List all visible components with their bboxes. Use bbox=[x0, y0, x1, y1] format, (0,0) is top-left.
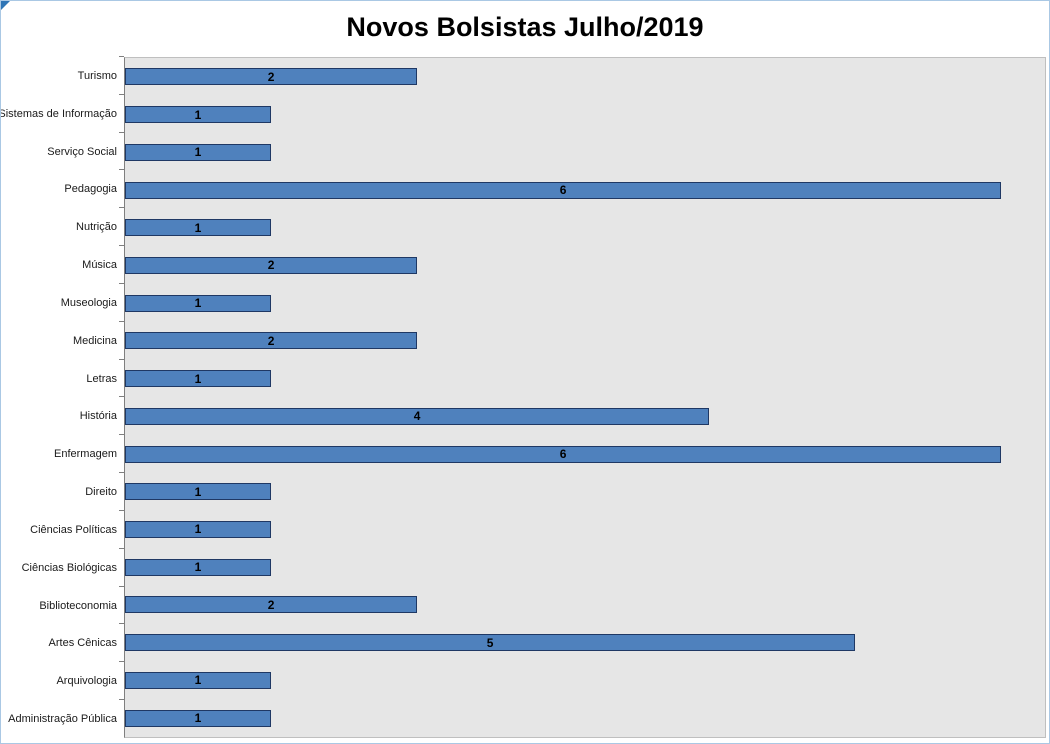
bar-value-label: 1 bbox=[194, 484, 202, 499]
category-label: Pedagogia bbox=[1, 169, 124, 208]
bar-row: 4 bbox=[125, 397, 1045, 435]
bar: 4 bbox=[125, 407, 710, 425]
bar-value-label: 4 bbox=[413, 409, 421, 424]
bar: 2 bbox=[125, 68, 418, 86]
category-label: Arquivologia bbox=[1, 661, 124, 700]
bar-value-label: 1 bbox=[194, 560, 202, 575]
category-label: Serviço Social bbox=[1, 131, 124, 171]
category-label: Direito bbox=[1, 472, 124, 511]
bar-row: 1 bbox=[125, 511, 1045, 549]
bar-row: 2 bbox=[125, 586, 1045, 624]
bar-row: 1 bbox=[125, 473, 1045, 511]
category-label: História bbox=[1, 396, 124, 435]
bar: 2 bbox=[125, 596, 418, 614]
bar: 1 bbox=[125, 294, 272, 312]
bar-row: 2 bbox=[125, 58, 1045, 96]
category-label: Nutrição bbox=[1, 207, 124, 246]
bar-row: 2 bbox=[125, 247, 1045, 285]
bar-row: 1 bbox=[125, 699, 1045, 737]
bar-row: 1 bbox=[125, 360, 1045, 398]
category-label: Ciências Biológicas bbox=[1, 547, 124, 587]
bar: 1 bbox=[125, 671, 272, 689]
category-label: Biblioteconomia bbox=[1, 585, 124, 625]
bar-value-label: 1 bbox=[194, 296, 202, 311]
bar-value-label: 1 bbox=[194, 107, 202, 122]
bar-row: 1 bbox=[125, 209, 1045, 247]
category-label: Administração Pública bbox=[1, 699, 124, 738]
bar-value-label: 1 bbox=[194, 145, 202, 160]
bar-value-label: 1 bbox=[194, 220, 202, 235]
category-label: Turismo bbox=[1, 56, 124, 95]
bar: 1 bbox=[125, 143, 272, 161]
bar: 1 bbox=[125, 709, 272, 727]
bar-row: 2 bbox=[125, 322, 1045, 360]
bar: 1 bbox=[125, 558, 272, 576]
bar: 6 bbox=[125, 181, 1002, 199]
bar: 5 bbox=[125, 634, 856, 652]
category-label: Museologia bbox=[1, 282, 124, 322]
category-label: Artes Cênicas bbox=[1, 623, 124, 662]
category-label: Enfermagem bbox=[1, 434, 124, 473]
category-axis: Turismo Sistemas de Informação Serviço Soc… bbox=[1, 56, 124, 738]
bar-row: 1 bbox=[125, 548, 1045, 586]
category-label: Ciências Políticas bbox=[1, 509, 124, 549]
bar-value-label: 2 bbox=[267, 333, 275, 348]
bar-row: 1 bbox=[125, 96, 1045, 134]
bar: 2 bbox=[125, 332, 418, 350]
bar-value-label: 2 bbox=[267, 597, 275, 612]
bar: 1 bbox=[125, 106, 272, 124]
bar-row: 1 bbox=[125, 662, 1045, 700]
bar-row: 5 bbox=[125, 624, 1045, 662]
corner-selection-mark bbox=[1, 1, 10, 10]
bar-row: 1 bbox=[125, 284, 1045, 322]
bar-value-label: 1 bbox=[194, 673, 202, 688]
category-label: Medicina bbox=[1, 320, 124, 360]
category-label: Música bbox=[1, 245, 124, 284]
bar-row: 6 bbox=[125, 171, 1045, 209]
bar-value-label: 2 bbox=[267, 69, 275, 84]
bar-value-label: 2 bbox=[267, 258, 275, 273]
bar: 1 bbox=[125, 520, 272, 538]
bar-row: 1 bbox=[125, 133, 1045, 171]
bar: 2 bbox=[125, 256, 418, 274]
bar-value-label: 6 bbox=[559, 447, 567, 462]
chart-title: Novos Bolsistas Julho/2019 bbox=[346, 12, 704, 42]
bar: 6 bbox=[125, 445, 1002, 463]
bar: 1 bbox=[125, 370, 272, 388]
bar-value-label: 1 bbox=[194, 711, 202, 726]
chart-body: Turismo Sistemas de Informação Serviço Soc… bbox=[1, 56, 1046, 738]
bar: 1 bbox=[125, 219, 272, 237]
bar: 1 bbox=[125, 483, 272, 501]
category-label: Sistemas de Informação bbox=[1, 93, 124, 133]
bar-value-label: 6 bbox=[559, 183, 567, 198]
bar-value-label: 1 bbox=[194, 522, 202, 537]
bar-value-label: 5 bbox=[486, 635, 494, 650]
category-label: Letras bbox=[1, 358, 124, 398]
bar-value-label: 1 bbox=[194, 371, 202, 386]
bar-row: 6 bbox=[125, 435, 1045, 473]
